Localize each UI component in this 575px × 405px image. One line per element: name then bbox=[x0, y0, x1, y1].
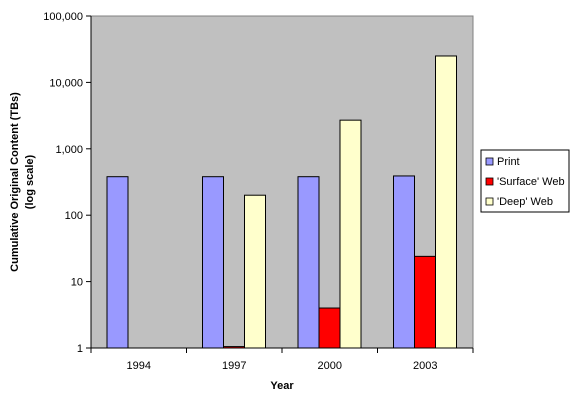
y-tick-label: 1,000 bbox=[55, 144, 83, 156]
x-tick-label: 2000 bbox=[318, 360, 342, 372]
legend-swatch-surface-web bbox=[485, 177, 494, 186]
y-tick-label: 100 bbox=[65, 210, 83, 222]
bar-print-1997 bbox=[202, 176, 224, 349]
y-tick-label: 10,000 bbox=[49, 77, 83, 89]
x-tick-label: 1994 bbox=[127, 360, 151, 372]
y-ticks: 1 10 100 1,000 10,000 100,000 bbox=[43, 11, 91, 355]
y-tick-label: 10 bbox=[71, 277, 83, 289]
legend-label-surface-web: 'Surface' Web bbox=[497, 176, 565, 188]
legend-swatch-print bbox=[485, 157, 494, 166]
legend-label-deep-web: 'Deep' Web bbox=[497, 196, 553, 208]
bars-layer bbox=[106, 55, 457, 349]
legend: Print 'Surface' Web 'Deep' Web bbox=[480, 149, 570, 213]
y-tick-label: 1 bbox=[77, 343, 83, 355]
bar-deep-web-1997 bbox=[244, 194, 266, 349]
y-tick-label: 100,000 bbox=[43, 11, 83, 23]
legend-swatch-deep-web bbox=[485, 197, 494, 206]
bar-print-1994 bbox=[106, 176, 129, 349]
x-tick-label: 2003 bbox=[413, 360, 437, 372]
bar-surface-web-2000 bbox=[318, 307, 341, 349]
bar-print-2003 bbox=[393, 175, 415, 349]
bar-print-2000 bbox=[297, 176, 320, 349]
y-axis-title-line1: Cumulative Original Content (TBs) bbox=[9, 92, 21, 272]
bar-surface-web-2003 bbox=[414, 255, 436, 349]
x-tick-label: 1997 bbox=[222, 360, 246, 372]
y-axis-title-line2: (log scale) bbox=[24, 154, 36, 209]
bar-deep-web-2003 bbox=[435, 55, 457, 349]
x-axis-title: Year bbox=[270, 380, 294, 392]
legend-label-print: Print bbox=[497, 156, 520, 168]
legend-box bbox=[480, 149, 570, 213]
x-ticks: 1994 1997 2000 2003 bbox=[90, 348, 474, 372]
bar-deep-web-2000 bbox=[339, 119, 362, 349]
